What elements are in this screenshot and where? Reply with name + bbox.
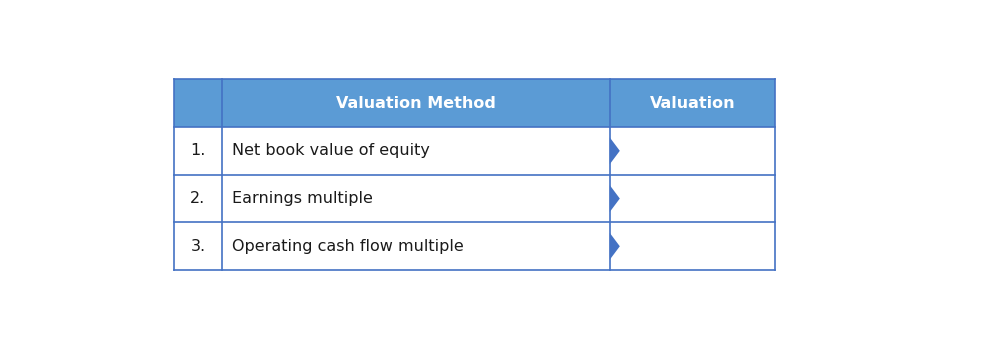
Text: 3.: 3. — [191, 239, 206, 254]
Text: Operating cash flow multiple: Operating cash flow multiple — [233, 239, 464, 254]
Bar — [174, 127, 222, 175]
Bar — [174, 79, 222, 127]
Bar — [174, 175, 222, 222]
Polygon shape — [609, 185, 620, 212]
Polygon shape — [609, 137, 620, 164]
Bar — [174, 222, 222, 270]
Text: Earnings multiple: Earnings multiple — [233, 191, 373, 206]
Polygon shape — [609, 233, 620, 260]
Text: Valuation: Valuation — [650, 96, 736, 110]
Text: Valuation Method: Valuation Method — [336, 96, 496, 110]
Text: 2.: 2. — [190, 191, 206, 206]
Text: 1.: 1. — [190, 143, 206, 158]
Text: Net book value of equity: Net book value of equity — [233, 143, 430, 158]
